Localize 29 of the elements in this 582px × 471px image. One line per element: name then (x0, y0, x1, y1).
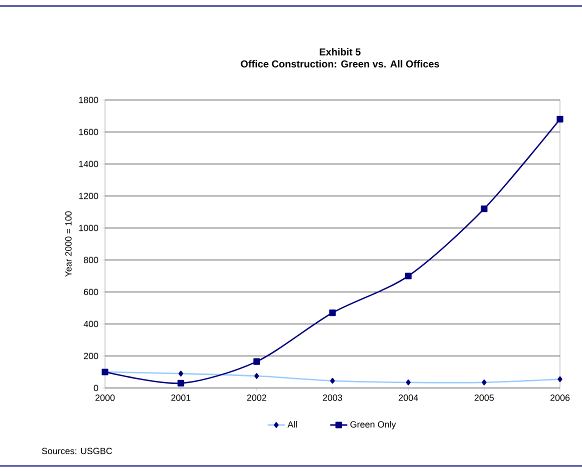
x-tick-label: 2005 (474, 394, 494, 401)
point (405, 272, 412, 280)
point (480, 205, 488, 212)
chart-title: Exhibit 5 (320, 48, 361, 56)
y-tick-label: 400 (84, 320, 98, 328)
x-tick-label: 2001 (171, 394, 190, 401)
x-tick-label: 2000 (95, 394, 115, 401)
y-tick-label: 600 (84, 288, 98, 296)
x-tick-label: 2004 (398, 394, 418, 401)
y-tick-label: 1600 (79, 128, 98, 136)
chart-subtitle: Office Construction: Green vs. All Offices (240, 60, 440, 68)
x-tick-label: 2003 (322, 394, 342, 401)
y-tick-label: 800 (84, 256, 98, 264)
x-tick-label: 2002 (247, 394, 266, 401)
y-tick-label: 0 (94, 384, 98, 392)
legend-label: Green Only (350, 420, 396, 430)
y-tick-label: 1800 (79, 96, 98, 104)
y-tick-label: 200 (84, 352, 98, 360)
source-note: Sources: USGBC (42, 448, 112, 454)
point (178, 380, 184, 386)
y-tick-label: 1400 (79, 160, 98, 168)
y-tick-label: 1000 (79, 224, 98, 232)
point (329, 309, 336, 316)
x-tick-label: 2006 (550, 394, 570, 401)
point (253, 358, 260, 365)
y-tick-label: 1200 (79, 192, 98, 200)
point (556, 116, 564, 122)
y-axis-title: Year 2000 = 100 (65, 211, 72, 277)
legend-label: All (288, 420, 297, 428)
